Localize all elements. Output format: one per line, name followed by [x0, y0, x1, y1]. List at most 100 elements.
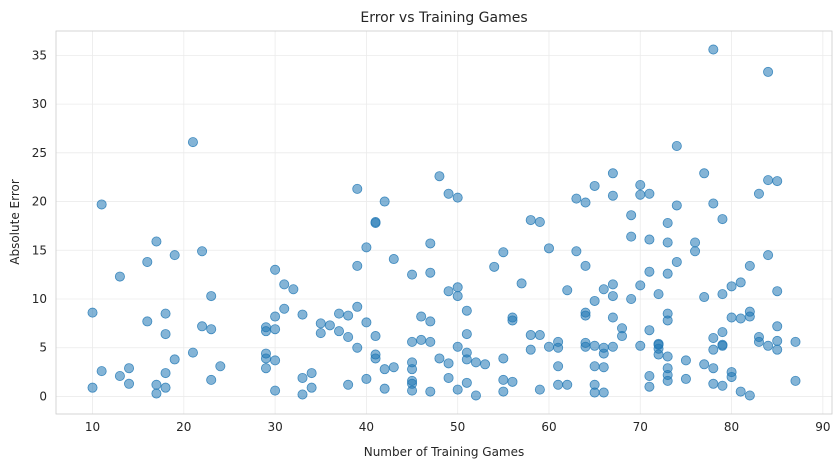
- data-point: [379, 196, 390, 207]
- data-point: [690, 246, 701, 257]
- y-axis-label: Absolute Error: [8, 179, 22, 265]
- data-point: [498, 386, 509, 397]
- data-point: [452, 282, 463, 293]
- data-point: [343, 332, 354, 343]
- data-point: [187, 137, 198, 148]
- data-point: [580, 341, 591, 352]
- data-point: [206, 374, 217, 385]
- data-point: [607, 291, 618, 302]
- data-point: [708, 344, 719, 355]
- data-point: [543, 341, 554, 352]
- data-point: [607, 279, 618, 290]
- data-point: [270, 385, 281, 396]
- data-point: [763, 250, 774, 261]
- data-point: [279, 303, 290, 314]
- data-point: [315, 318, 326, 329]
- data-point: [361, 317, 372, 328]
- data-point: [160, 368, 171, 379]
- data-point: [763, 175, 774, 186]
- data-point: [580, 197, 591, 208]
- data-point: [589, 180, 600, 191]
- data-point: [434, 353, 445, 364]
- data-point: [671, 256, 682, 267]
- y-tick-label: 30: [32, 97, 47, 111]
- data-point: [772, 344, 783, 355]
- data-point: [598, 387, 609, 398]
- data-point: [671, 140, 682, 151]
- data-point: [662, 315, 673, 326]
- x-tick-label: 40: [359, 420, 374, 434]
- data-point: [699, 168, 710, 179]
- data-point: [589, 387, 600, 398]
- data-point: [388, 254, 399, 265]
- data-point: [662, 375, 673, 386]
- data-point: [452, 341, 463, 352]
- data-point: [708, 378, 719, 389]
- data-point: [562, 379, 573, 390]
- data-point: [744, 390, 755, 401]
- data-point: [553, 361, 564, 372]
- x-tick-label: 50: [450, 420, 465, 434]
- data-point: [114, 370, 125, 381]
- data-point: [279, 279, 290, 290]
- data-point: [626, 294, 637, 305]
- y-tick-label: 5: [39, 341, 47, 355]
- data-point: [260, 353, 271, 364]
- x-axis-label: Number of Training Games: [364, 445, 525, 459]
- data-point: [680, 355, 691, 366]
- data-point: [653, 289, 664, 300]
- data-point: [297, 389, 308, 400]
- data-point: [416, 311, 427, 322]
- x-tick-label: 70: [633, 420, 648, 434]
- data-point: [160, 382, 171, 393]
- data-point: [644, 370, 655, 381]
- data-point: [260, 326, 271, 337]
- data-point: [763, 340, 774, 351]
- data-point: [562, 285, 573, 296]
- data-point: [498, 353, 509, 364]
- data-point: [571, 193, 582, 204]
- data-point: [407, 364, 418, 375]
- data-point: [753, 188, 764, 199]
- data-point: [699, 359, 710, 370]
- data-point: [151, 379, 162, 390]
- data-point: [407, 269, 418, 280]
- data-point: [370, 217, 381, 228]
- data-point: [534, 217, 545, 228]
- data-point: [151, 236, 162, 247]
- data-point: [114, 271, 125, 282]
- data-point: [443, 372, 454, 383]
- data-point: [352, 260, 363, 271]
- data-point: [352, 183, 363, 194]
- data-point: [553, 342, 564, 353]
- data-point: [580, 310, 591, 321]
- data-point: [662, 237, 673, 248]
- data-point: [671, 200, 682, 211]
- x-tick-label: 80: [724, 420, 739, 434]
- data-point: [297, 372, 308, 383]
- data-point: [352, 342, 363, 353]
- data-point: [334, 308, 345, 319]
- data-point: [744, 260, 755, 271]
- data-point: [607, 190, 618, 201]
- data-point: [644, 266, 655, 277]
- y-tick-label: 25: [32, 146, 47, 160]
- data-point: [452, 192, 463, 203]
- data-point: [772, 176, 783, 187]
- y-tick-label: 15: [32, 243, 47, 257]
- data-point: [717, 327, 728, 338]
- data-point: [589, 340, 600, 351]
- data-point: [644, 188, 655, 199]
- grid: [56, 31, 832, 414]
- data-point: [598, 284, 609, 295]
- data-point: [452, 291, 463, 302]
- x-tick-label: 90: [815, 420, 830, 434]
- data-point: [635, 340, 646, 351]
- data-point: [407, 336, 418, 347]
- data-point: [498, 374, 509, 385]
- data-point: [653, 349, 664, 360]
- data-point: [425, 386, 436, 397]
- data-point: [160, 308, 171, 319]
- data-point: [635, 179, 646, 190]
